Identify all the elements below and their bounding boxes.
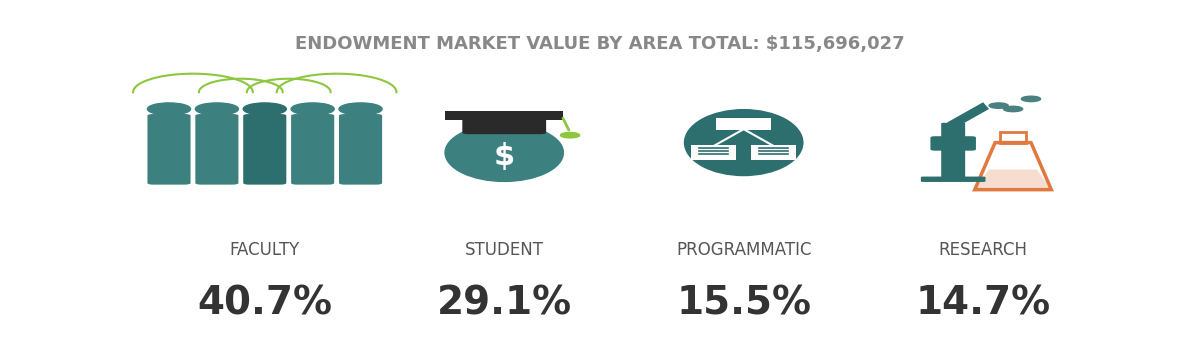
Text: ENDOWMENT MARKET VALUE BY AREA TOTAL: $115,696,027: ENDOWMENT MARKET VALUE BY AREA TOTAL: $1… xyxy=(295,35,905,53)
Circle shape xyxy=(989,103,1008,108)
FancyBboxPatch shape xyxy=(244,114,287,185)
Text: STUDENT: STUDENT xyxy=(464,241,544,259)
Circle shape xyxy=(340,103,382,115)
Text: RESEARCH: RESEARCH xyxy=(938,241,1027,259)
Text: PROGRAMMATIC: PROGRAMMATIC xyxy=(676,241,811,259)
FancyBboxPatch shape xyxy=(751,145,797,160)
Text: 40.7%: 40.7% xyxy=(197,285,332,323)
Circle shape xyxy=(1003,106,1022,112)
Circle shape xyxy=(148,103,191,115)
FancyBboxPatch shape xyxy=(445,111,564,120)
FancyBboxPatch shape xyxy=(462,114,546,134)
FancyBboxPatch shape xyxy=(941,123,965,178)
Text: FACULTY: FACULTY xyxy=(229,241,300,259)
Text: 29.1%: 29.1% xyxy=(437,285,571,323)
Circle shape xyxy=(1021,96,1040,102)
FancyBboxPatch shape xyxy=(716,118,772,130)
Text: $: $ xyxy=(493,142,515,171)
Circle shape xyxy=(244,103,287,115)
Text: 14.7%: 14.7% xyxy=(916,285,1051,323)
Polygon shape xyxy=(974,170,1051,190)
Circle shape xyxy=(196,103,239,115)
FancyBboxPatch shape xyxy=(148,114,191,185)
Circle shape xyxy=(292,103,335,115)
Ellipse shape xyxy=(444,123,564,182)
Ellipse shape xyxy=(684,109,804,176)
FancyBboxPatch shape xyxy=(920,177,985,182)
Polygon shape xyxy=(947,102,989,129)
FancyBboxPatch shape xyxy=(340,114,382,185)
FancyBboxPatch shape xyxy=(930,136,976,151)
Circle shape xyxy=(560,133,580,138)
FancyBboxPatch shape xyxy=(196,114,239,185)
Text: 15.5%: 15.5% xyxy=(676,285,811,323)
FancyBboxPatch shape xyxy=(691,145,737,160)
FancyBboxPatch shape xyxy=(292,114,335,185)
